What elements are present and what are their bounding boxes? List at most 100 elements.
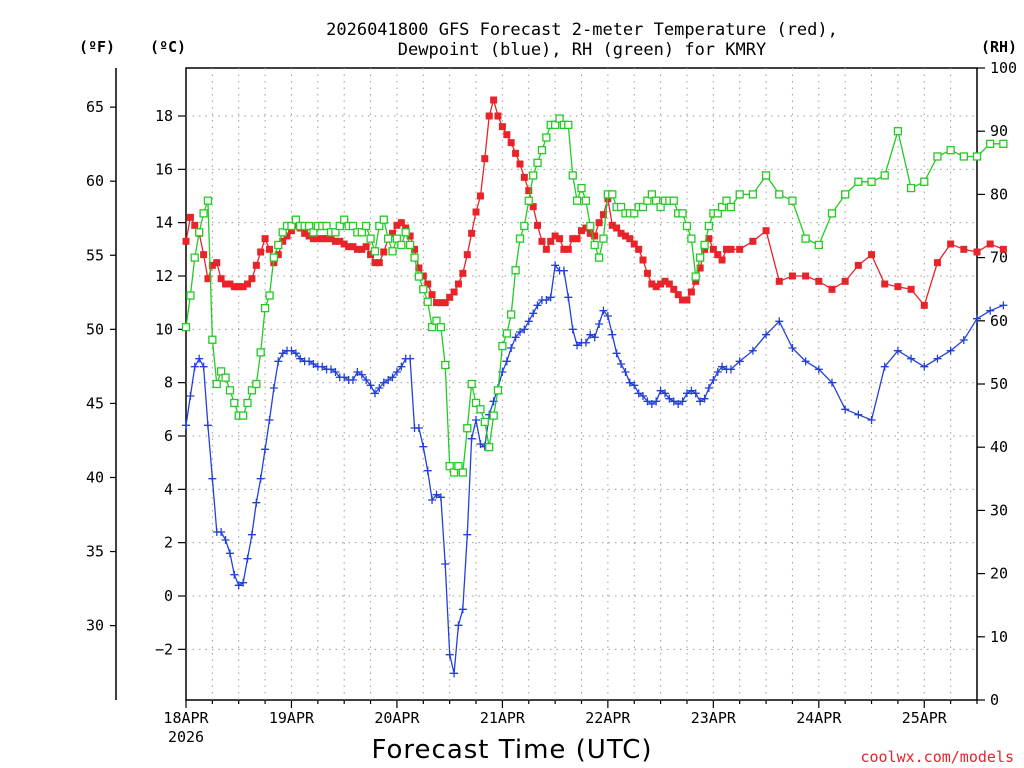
- rh-point: [999, 139, 1008, 148]
- dewpoint-point: [621, 368, 630, 376]
- temperature-point: [415, 264, 423, 272]
- dewpoint-point: [595, 320, 604, 328]
- temperature-point: [613, 224, 621, 232]
- temperature-point: [960, 245, 968, 253]
- dewpoint-point: [726, 365, 735, 374]
- temperature-point: [534, 221, 542, 229]
- temperature-point: [639, 256, 647, 264]
- temperature-point: [599, 211, 607, 219]
- celsius-tick-label: 12: [155, 267, 173, 285]
- temperature-point: [424, 280, 432, 288]
- dewpoint-point: [617, 360, 626, 368]
- rh-point: [507, 310, 516, 319]
- dewpoint-point: [854, 410, 863, 419]
- rh-point: [880, 171, 889, 180]
- rh-point: [414, 272, 424, 281]
- temperature-point: [775, 277, 783, 285]
- temperature-point: [309, 235, 317, 243]
- dewpoint-point: [375, 384, 384, 392]
- fahrenheit-unit-label: (ºF): [79, 38, 115, 56]
- fahrenheit-tick-label: 35: [86, 543, 104, 561]
- dewpoint-point: [428, 496, 437, 504]
- temperature-point: [828, 285, 836, 293]
- dewpoint-point: [269, 384, 278, 392]
- dewpoint-point: [603, 312, 612, 320]
- temperature-point: [217, 275, 225, 283]
- temperature-point: [573, 235, 581, 243]
- dewpoint-point: [678, 397, 687, 406]
- rh-point: [471, 398, 481, 408]
- dewpoint-point: [203, 421, 212, 430]
- temperature-point: [512, 149, 520, 157]
- dewpoint-point: [661, 389, 670, 398]
- dewpoint-point: [907, 354, 916, 363]
- temperature-point: [222, 280, 230, 288]
- dewpoint-point: [467, 434, 476, 443]
- dewpoint-point: [999, 301, 1008, 310]
- dewpoint-point: [674, 400, 683, 408]
- dewpoint-point: [243, 554, 252, 563]
- temperature-point: [204, 275, 212, 283]
- rh-unit-label: (RH): [981, 38, 1017, 56]
- dewpoint-point: [814, 365, 823, 374]
- temperature-point: [261, 235, 269, 243]
- dewpoint-point: [959, 336, 968, 344]
- rh-point: [638, 202, 648, 212]
- temperature-point: [446, 293, 454, 301]
- rh-point: [357, 228, 366, 237]
- credit-text: coolwx.com/models: [860, 748, 1014, 766]
- temperature-point: [556, 235, 564, 243]
- dewpoint-point: [472, 416, 481, 424]
- temperature-point: [235, 283, 243, 291]
- dewpoint-point: [612, 349, 621, 358]
- rh-point: [410, 253, 419, 262]
- rh-point: [458, 468, 468, 477]
- temperature-point: [727, 245, 735, 253]
- temperature-series: [182, 96, 1007, 309]
- dewpoint-point: [643, 397, 652, 406]
- temperature-point: [815, 277, 823, 285]
- temperature-point: [191, 221, 199, 229]
- dewpoint-point: [392, 368, 401, 376]
- rh-point: [586, 221, 595, 231]
- temperature-point: [973, 248, 981, 256]
- temperature-point: [459, 269, 467, 277]
- dewpoint-point: [190, 362, 199, 371]
- temperature-point: [349, 243, 357, 251]
- dewpoint-point: [217, 528, 226, 536]
- dewpoint-point: [419, 442, 428, 451]
- dewpoint-point: [880, 362, 889, 371]
- temperature-point: [762, 227, 770, 235]
- temperature-point: [248, 275, 256, 283]
- temperature-point: [529, 203, 537, 211]
- rh-point: [577, 183, 586, 193]
- rh-point: [287, 221, 296, 231]
- temperature-point: [670, 285, 678, 293]
- fahrenheit-tick-label: 30: [86, 617, 104, 635]
- temperature-point: [736, 245, 744, 253]
- x-axis-label: Forecast Time (UTC): [371, 735, 652, 765]
- rh-point: [704, 221, 714, 231]
- temperature-point: [657, 280, 665, 288]
- dewpoint-point: [735, 357, 744, 366]
- chart-title-line-2: Dewpoint (blue), RH (green) for KMRY: [398, 40, 766, 60]
- temperature-point: [595, 219, 603, 227]
- dewpoint-point: [542, 296, 551, 304]
- temperature-point: [428, 291, 436, 299]
- temperature-point: [411, 245, 419, 253]
- rh-point: [687, 234, 696, 243]
- dewpoint-point: [973, 314, 981, 323]
- dewpoint-point: [652, 397, 661, 406]
- dewpoint-point: [608, 330, 617, 339]
- temperature-point: [907, 285, 915, 293]
- rh-point: [643, 196, 652, 205]
- rh-point: [436, 322, 446, 332]
- temperature-point: [714, 251, 722, 259]
- rh-tick-label: 60: [990, 312, 1008, 330]
- rh-point: [972, 152, 982, 161]
- rh-point: [361, 221, 371, 231]
- dewpoint-point: [353, 368, 362, 376]
- rh-point: [520, 221, 529, 231]
- rh-tick-label: 50: [990, 375, 1008, 393]
- dewpoint-point: [458, 605, 467, 614]
